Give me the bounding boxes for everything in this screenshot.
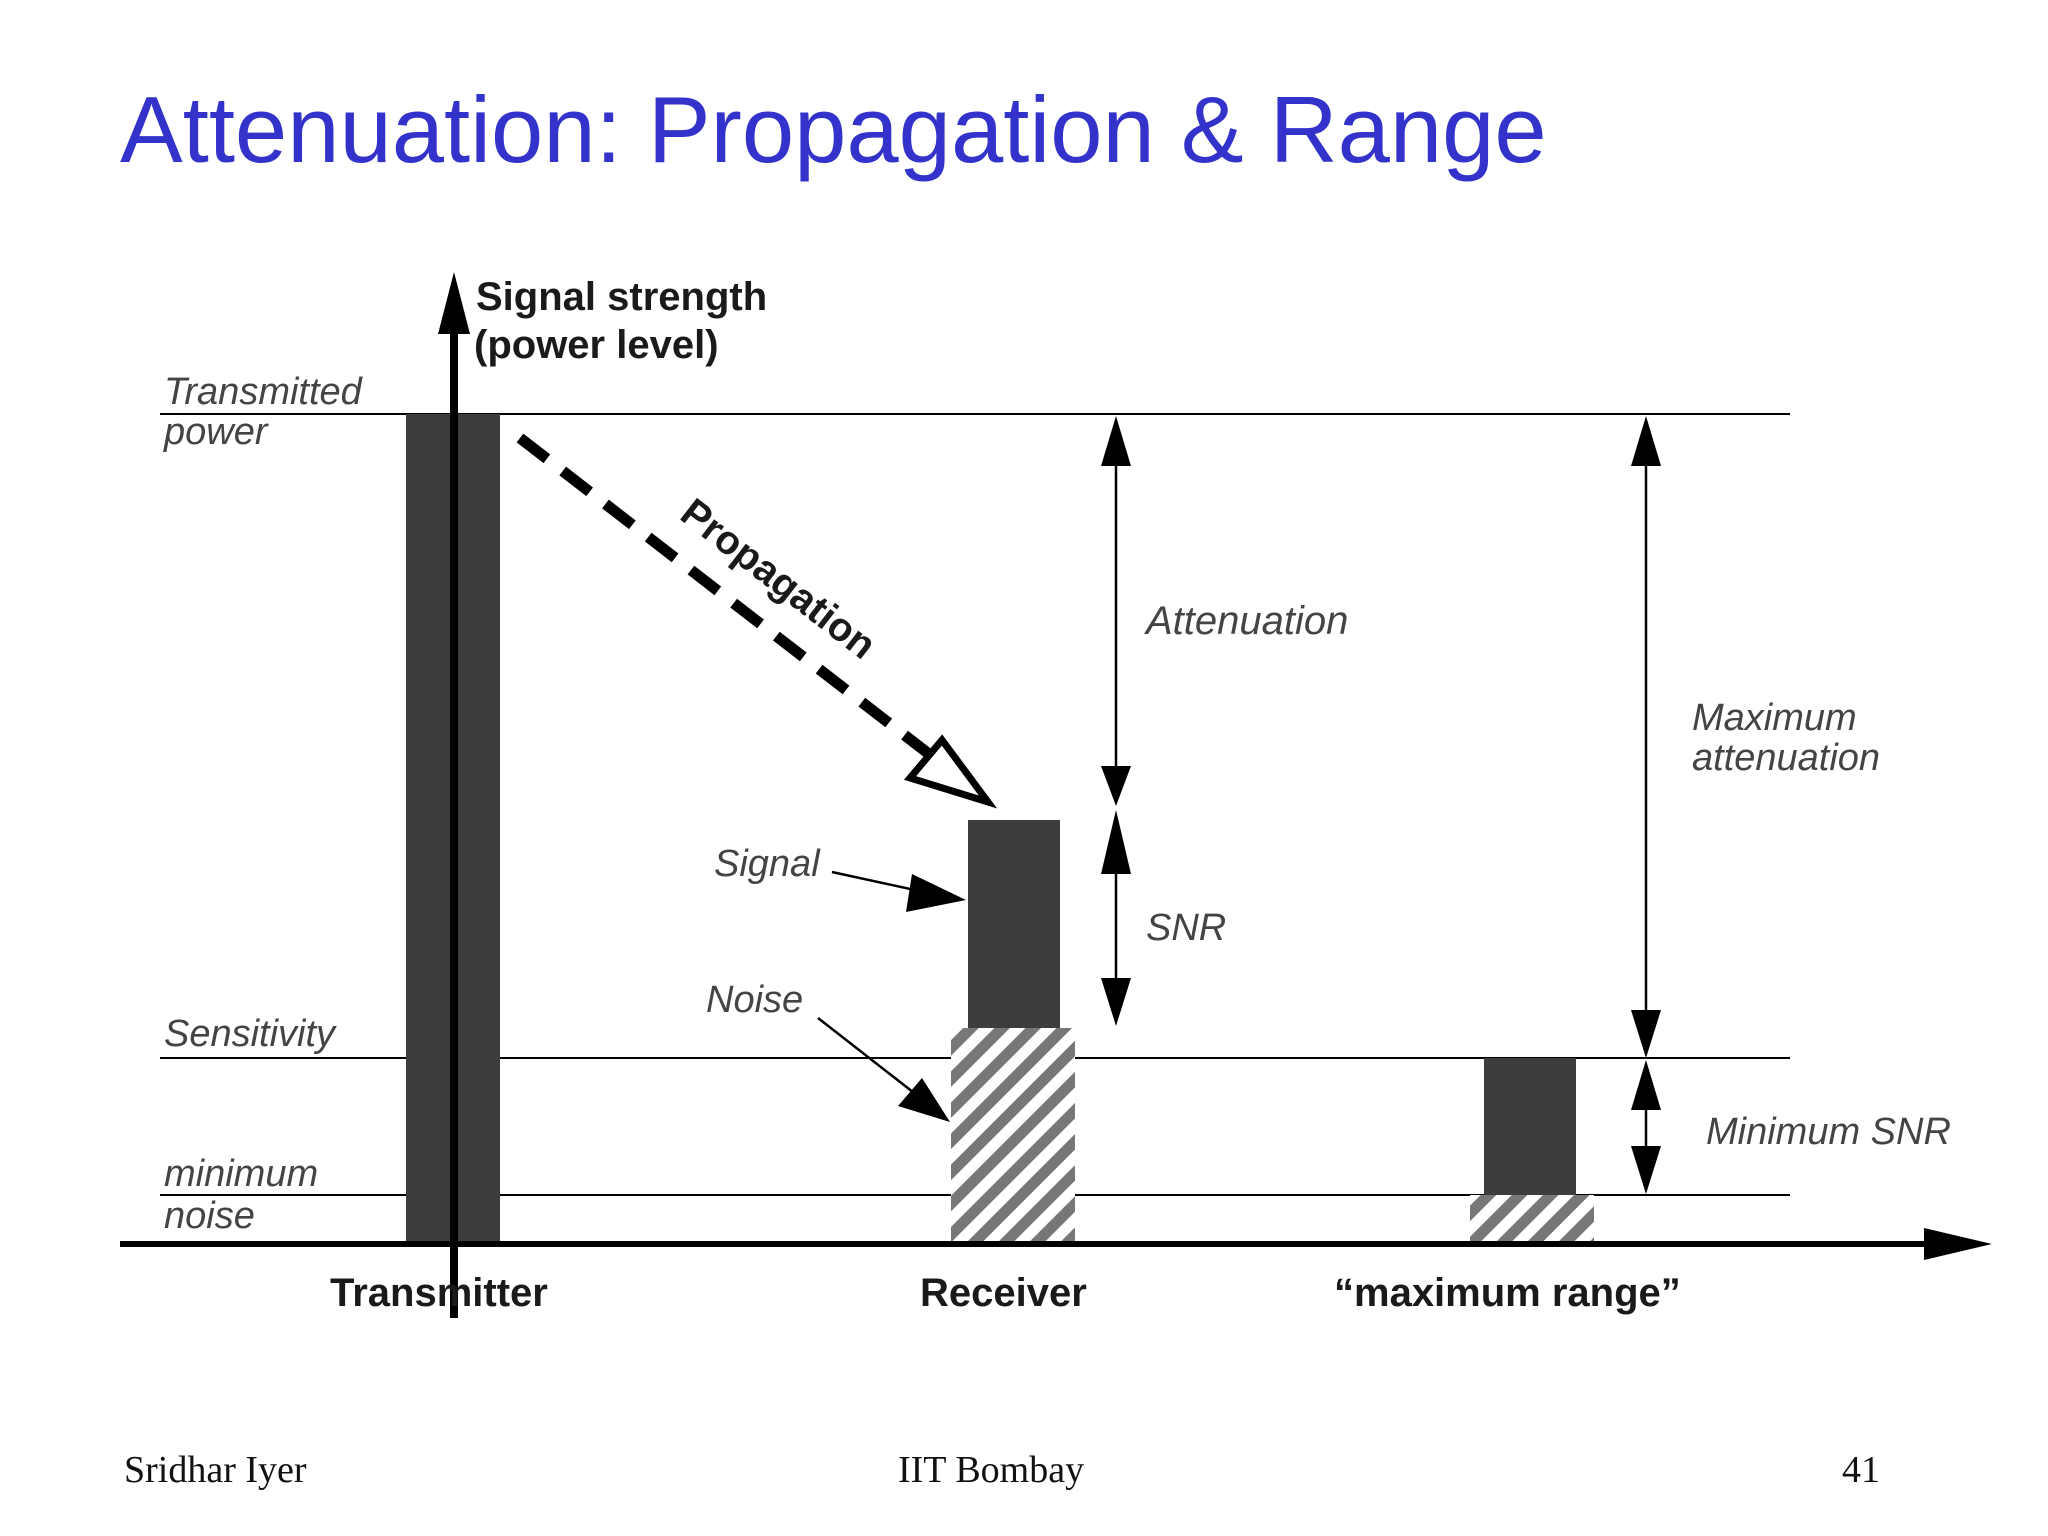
- sensitivity-label: Sensitivity: [164, 1013, 337, 1055]
- maximum-range-label: “maximum range”: [1334, 1271, 1681, 1315]
- y-axis: [438, 272, 470, 1318]
- signal-label: Signal: [714, 843, 821, 885]
- attenuation-label: Attenuation: [1144, 599, 1348, 643]
- minimum-snr-arrow: [1631, 1060, 1661, 1194]
- range-noise-bar: [1470, 1195, 1594, 1242]
- transmitted-power-label-line2: power: [163, 411, 269, 453]
- maximum-attenuation-label-line2: attenuation: [1692, 737, 1880, 779]
- noise-label: Noise: [706, 979, 803, 1021]
- x-axis: [120, 1228, 1992, 1260]
- receiver-noise-bar: [951, 1028, 1075, 1242]
- propagation-arrow: [516, 433, 998, 809]
- maximum-attenuation-arrow: [1631, 416, 1661, 1058]
- maximum-attenuation-label-line1: Maximum: [1692, 697, 1857, 739]
- attenuation-arrow: [1101, 416, 1131, 806]
- minimum-noise-label-line2: noise: [164, 1195, 255, 1237]
- range-signal-bar: [1484, 1058, 1576, 1195]
- footer-page-number: 41: [1842, 1449, 1880, 1491]
- noise-pointer-arrow: [817, 1017, 950, 1122]
- transmitter-label: Transmitter: [330, 1271, 548, 1315]
- minimum-snr-label: Minimum SNR: [1706, 1111, 1951, 1153]
- transmitted-power-label-line1: Transmitted: [164, 371, 364, 413]
- y-axis-label-line2: (power level): [474, 323, 719, 367]
- snr-label: SNR: [1146, 907, 1226, 949]
- receiver-label: Receiver: [920, 1271, 1087, 1315]
- snr-arrow: [1101, 810, 1131, 1026]
- footer-author: Sridhar Iyer: [124, 1449, 307, 1491]
- footer-institution: IIT Bombay: [898, 1449, 1085, 1491]
- receiver-signal-bar: [968, 820, 1060, 1028]
- minimum-noise-label-line1: minimum: [164, 1153, 318, 1195]
- signal-pointer-arrow: [831, 870, 966, 912]
- slide-title: Attenuation: Propagation & Range: [120, 77, 1547, 182]
- y-axis-label-line1: Signal strength: [476, 275, 767, 319]
